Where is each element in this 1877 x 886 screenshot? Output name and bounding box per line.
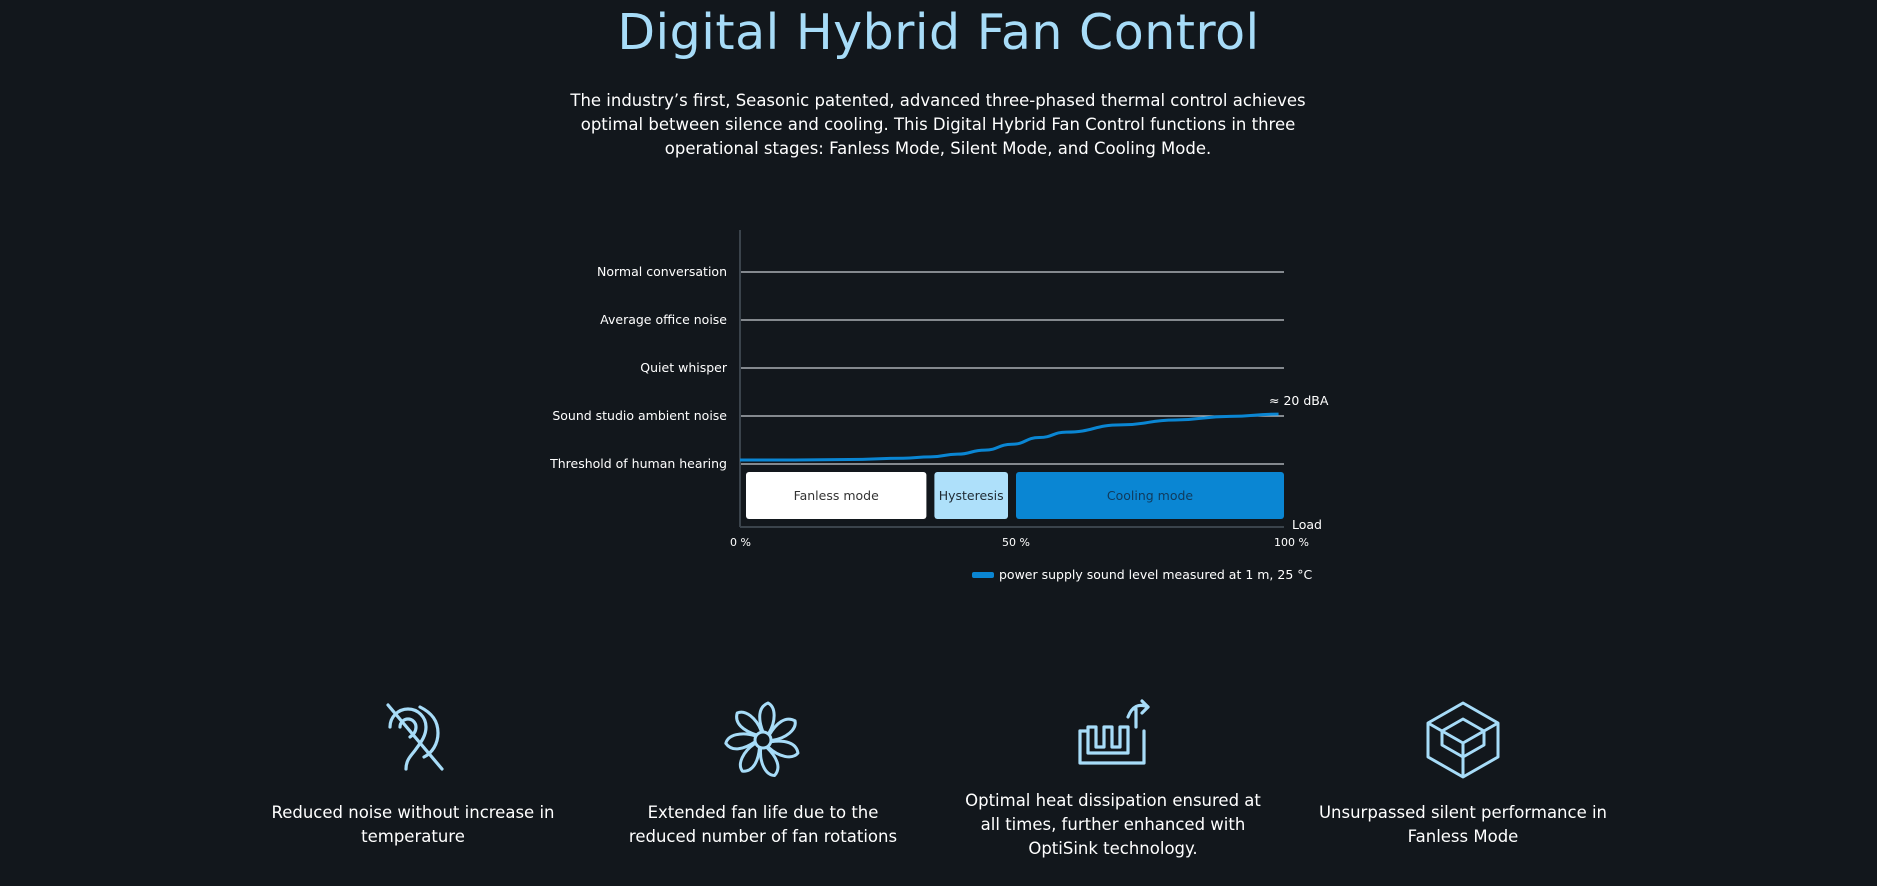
feature-text: Unsurpassed silent performance in Fanles… [1318, 803, 1608, 846]
series-line [739, 412, 1279, 462]
mode-label: Cooling mode [1107, 488, 1194, 503]
x-axis-title: Load [1292, 517, 1322, 532]
feature-fan-life: Extended fan life due to the reduced num… [613, 695, 913, 846]
mode-box [934, 472, 1008, 519]
y-level-label: Normal conversation [597, 264, 727, 279]
annotation-dba: ≈ 20 dBA [1269, 393, 1329, 408]
fan-icon [724, 701, 800, 778]
mode-label: Fanless mode [794, 488, 880, 503]
mode-box [1016, 472, 1284, 519]
x-tick-label: 50 % [1002, 536, 1030, 549]
heat-dissipation-icon [1078, 699, 1150, 765]
mode-box [746, 472, 927, 519]
legend: power supply sound level measured at 1 m… [972, 567, 1313, 582]
feature-text: Reduced noise without increase in temper… [271, 803, 555, 846]
y-level-label: Quiet whisper [640, 360, 728, 375]
feature-silent-performance: Unsurpassed silent performance in Fanles… [1313, 695, 1613, 846]
intro-text: The industry’s first, Seasonic patented,… [570, 91, 1306, 158]
feature-heat-dissipation: Optimal heat dissipation ensured at all … [963, 695, 1263, 858]
legend-label: power supply sound level measured at 1 m… [999, 567, 1313, 582]
cube-icon [1426, 701, 1500, 779]
feature-text: Extended fan life due to the reduced num… [628, 803, 898, 846]
feature-text: Optimal heat dissipation ensured at all … [965, 791, 1261, 858]
y-level-label: Sound studio ambient noise [552, 408, 727, 423]
mode-label: Hysteresis [939, 488, 1004, 503]
reduced-noise-icon [386, 703, 444, 771]
x-tick-label: 100 % [1274, 536, 1309, 549]
x-tick-label: 0 % [730, 536, 751, 549]
y-level-label: Threshold of human hearing [549, 456, 727, 471]
legend-swatch [972, 572, 994, 578]
page-title: Digital Hybrid Fan Control [617, 4, 1260, 61]
fan-control-chart: Threshold of human hearing Sound studio a… [549, 230, 1329, 582]
feature-reduced-noise: Reduced noise without increase in temper… [263, 695, 563, 846]
y-level-label: Average office noise [600, 312, 727, 327]
